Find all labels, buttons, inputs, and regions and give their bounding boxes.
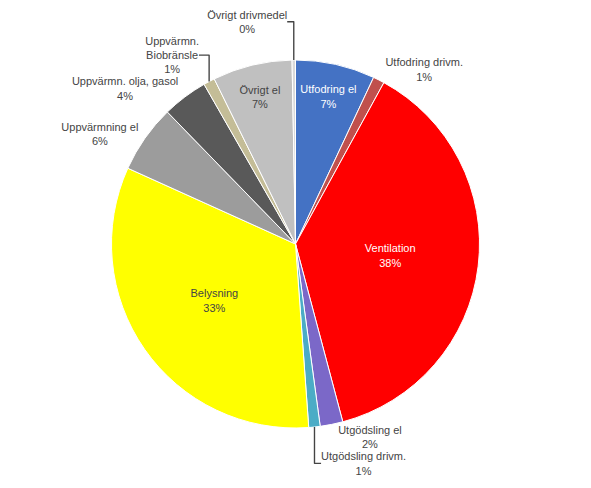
svg-text:Övrigt el7%: Övrigt el7%	[239, 84, 280, 110]
svg-text:Övrigt drivmedel0%: Övrigt drivmedel0%	[207, 9, 287, 35]
svg-text:Uppvärmning el6%: Uppvärmning el6%	[61, 121, 138, 147]
svg-text:Utgödsling drivm.1%: Utgödsling drivm.1%	[321, 450, 406, 476]
svg-text:Uppvärmn.Biobränsle1%: Uppvärmn.Biobränsle1%	[145, 35, 199, 76]
svg-text:Utfodring drivm.1%: Utfodring drivm.1%	[385, 56, 463, 82]
svg-text:Utgödsling el2%: Utgödsling el2%	[338, 424, 402, 450]
svg-text:Belysning33%: Belysning33%	[190, 287, 238, 313]
svg-text:Uppvärmn. olja, gasol4%: Uppvärmn. olja, gasol4%	[72, 75, 178, 101]
svg-text:Ventilation38%: Ventilation38%	[365, 242, 416, 268]
svg-text:Utfodring el7%: Utfodring el7%	[300, 83, 356, 109]
